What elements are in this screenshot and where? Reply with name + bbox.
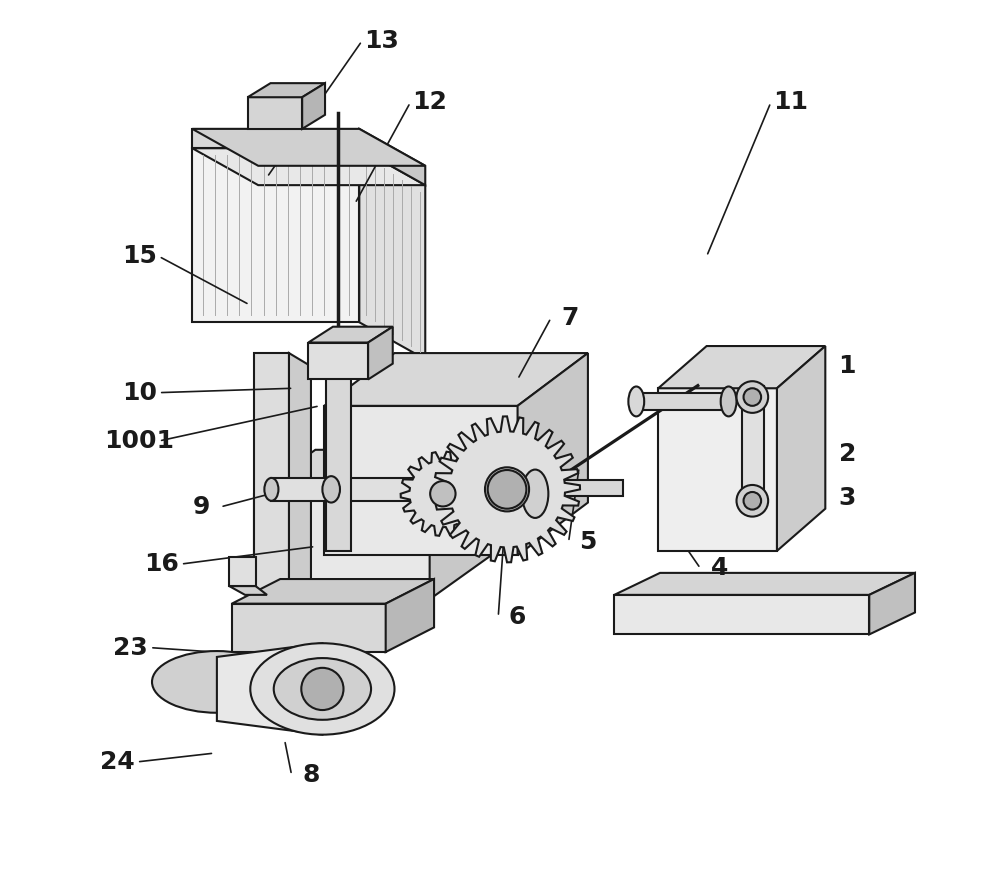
Polygon shape: [271, 478, 412, 501]
Circle shape: [737, 485, 768, 517]
Text: 9: 9: [192, 495, 210, 519]
Text: 11: 11: [773, 91, 808, 115]
Circle shape: [737, 381, 768, 413]
Polygon shape: [302, 83, 325, 129]
Polygon shape: [777, 346, 825, 551]
Ellipse shape: [628, 386, 644, 416]
Polygon shape: [359, 148, 425, 359]
Polygon shape: [229, 586, 267, 594]
Circle shape: [488, 470, 526, 509]
Text: 1: 1: [839, 355, 856, 378]
Ellipse shape: [522, 469, 548, 518]
Polygon shape: [518, 353, 588, 556]
Polygon shape: [248, 83, 325, 97]
Polygon shape: [742, 386, 764, 512]
Polygon shape: [254, 450, 491, 494]
Polygon shape: [368, 326, 393, 379]
Polygon shape: [192, 148, 425, 185]
Polygon shape: [324, 406, 518, 556]
Polygon shape: [308, 326, 393, 342]
Polygon shape: [614, 573, 915, 594]
Circle shape: [485, 467, 529, 512]
Polygon shape: [192, 148, 359, 322]
Polygon shape: [229, 557, 256, 586]
Text: 3: 3: [839, 486, 856, 510]
Ellipse shape: [264, 478, 278, 501]
Polygon shape: [324, 353, 588, 406]
Polygon shape: [192, 129, 359, 148]
Ellipse shape: [721, 386, 737, 416]
Text: 12: 12: [412, 91, 447, 115]
Polygon shape: [430, 450, 491, 599]
Ellipse shape: [322, 476, 340, 503]
Text: 4: 4: [711, 557, 728, 580]
Polygon shape: [289, 353, 311, 612]
Ellipse shape: [499, 474, 515, 502]
Text: 23: 23: [113, 636, 148, 660]
Polygon shape: [386, 579, 434, 652]
Polygon shape: [326, 353, 351, 551]
Polygon shape: [614, 594, 869, 634]
Polygon shape: [658, 388, 777, 551]
Polygon shape: [869, 573, 915, 634]
Polygon shape: [192, 129, 425, 166]
Polygon shape: [217, 643, 322, 735]
Polygon shape: [248, 97, 302, 129]
Circle shape: [744, 492, 761, 510]
Polygon shape: [232, 603, 386, 652]
Text: 13: 13: [364, 29, 399, 53]
Polygon shape: [254, 353, 289, 599]
Polygon shape: [636, 392, 729, 410]
Text: 15: 15: [122, 244, 157, 268]
Text: 8: 8: [302, 763, 320, 787]
Polygon shape: [308, 342, 368, 379]
Ellipse shape: [274, 658, 371, 720]
Polygon shape: [254, 494, 430, 599]
Text: 7: 7: [562, 306, 579, 330]
Text: 1001: 1001: [105, 429, 175, 453]
Polygon shape: [232, 579, 434, 603]
Text: 5: 5: [579, 530, 597, 554]
Circle shape: [744, 388, 761, 406]
Polygon shape: [401, 452, 485, 535]
Circle shape: [301, 668, 343, 710]
Ellipse shape: [250, 643, 394, 735]
Ellipse shape: [152, 651, 282, 713]
Polygon shape: [504, 480, 623, 496]
Text: 16: 16: [144, 552, 179, 576]
Polygon shape: [434, 416, 580, 563]
Polygon shape: [658, 346, 825, 388]
Text: 10: 10: [122, 381, 157, 405]
Text: 2: 2: [839, 442, 856, 467]
Circle shape: [430, 481, 456, 506]
Text: 24: 24: [100, 750, 135, 774]
Polygon shape: [359, 129, 425, 185]
Text: 6: 6: [509, 605, 526, 629]
